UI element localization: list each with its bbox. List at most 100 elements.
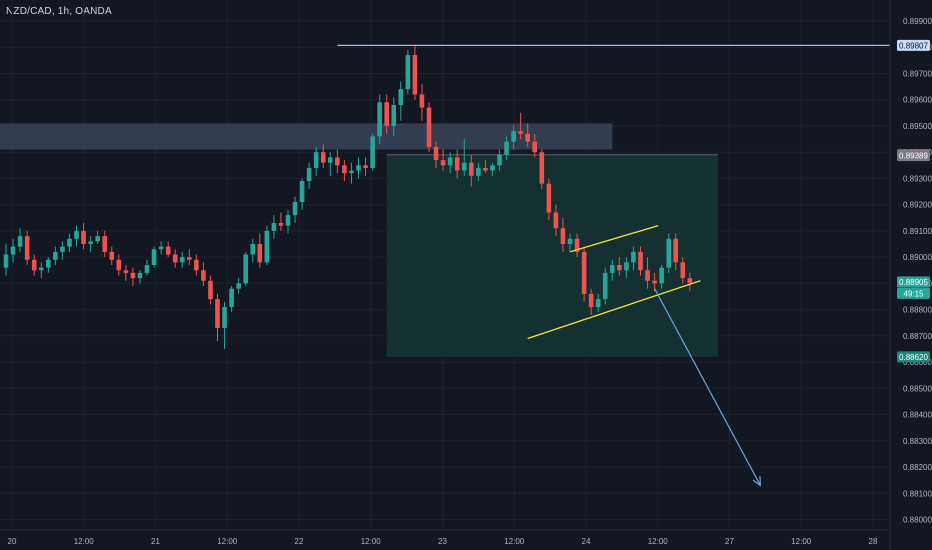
- candle-body: [560, 228, 566, 245]
- price-badge-label: 0.89807: [899, 41, 928, 50]
- symbol-title: NZD/CAD, 1h, OANDA: [6, 6, 112, 17]
- candle-body: [652, 280, 657, 284]
- x-tick-label: 12:00: [361, 537, 382, 546]
- candle-body: [130, 272, 136, 279]
- candle-body: [285, 215, 291, 226]
- y-tick-label: 0.88200: [903, 463, 932, 472]
- candle-body: [490, 165, 495, 171]
- projection-arrow-line: [654, 288, 761, 486]
- candle-body: [123, 270, 129, 273]
- y-tick-label: 0.88100: [903, 489, 932, 498]
- candle-body: [574, 238, 580, 252]
- candle-body: [638, 251, 643, 271]
- candle-body: [659, 267, 664, 284]
- candle-body: [624, 262, 629, 271]
- candle-body: [10, 246, 16, 255]
- candle-body: [102, 236, 107, 252]
- candle-body: [687, 278, 693, 284]
- price-badge-label: 0.88620: [899, 353, 928, 362]
- candle-body: [511, 131, 516, 142]
- candle-body: [306, 167, 312, 182]
- candle-body: [17, 236, 23, 247]
- candle-body: [271, 223, 277, 231]
- candle-body: [328, 157, 333, 163]
- y-tick-label: 0.89500: [903, 122, 932, 131]
- x-tick-label: 20: [8, 537, 17, 546]
- candle-body: [342, 165, 347, 174]
- candle-body: [187, 257, 192, 260]
- y-tick-label: 0.88000: [903, 516, 932, 525]
- candle-body: [264, 230, 270, 263]
- candle-body: [617, 265, 622, 271]
- candle-body: [250, 244, 256, 255]
- price-badge-last: [897, 276, 930, 288]
- annotation-layer: [0, 123, 719, 357]
- candle-body: [243, 254, 248, 284]
- x-tick-label: 12:00: [648, 537, 669, 546]
- candle-body: [419, 94, 425, 108]
- candle-body: [236, 283, 241, 289]
- candle-body: [222, 306, 227, 328]
- y-tick-label: 0.89200: [903, 201, 932, 210]
- candle-body: [567, 238, 573, 245]
- candle-body: [137, 272, 143, 279]
- y-tick-label: 0.88700: [903, 332, 932, 341]
- y-tick-label: 0.89100: [903, 227, 932, 236]
- price-badge-label: 0.88905: [899, 278, 928, 287]
- x-tick-label: 27: [725, 537, 734, 546]
- candle-body: [109, 251, 115, 260]
- overlay-annotations: [337, 44, 890, 487]
- y-tick-label: 0.89600: [903, 96, 932, 105]
- candle-body: [391, 104, 397, 126]
- candle-body: [320, 152, 326, 163]
- candle-body: [88, 241, 93, 245]
- candle-body: [610, 265, 615, 273]
- candle-body: [313, 152, 319, 168]
- candle-body: [278, 223, 284, 226]
- candle-body: [208, 280, 213, 300]
- y-tick-label: 0.89900: [903, 17, 932, 26]
- candle-body: [405, 55, 411, 90]
- candle-body: [356, 165, 361, 171]
- candle-body: [426, 107, 432, 147]
- candle-body: [67, 238, 72, 247]
- candle-body: [581, 251, 587, 294]
- y-tick-label: 0.89700: [903, 69, 932, 78]
- price-badge-target: [897, 351, 930, 363]
- x-tick-label: 12:00: [504, 537, 525, 546]
- supply-zone: [0, 123, 613, 150]
- candle-body: [532, 141, 538, 153]
- x-tick-label: 23: [438, 537, 447, 546]
- candle-body: [53, 251, 58, 260]
- candle-body: [553, 212, 559, 229]
- price-badge-label: 0.89389: [899, 152, 928, 161]
- candle-body: [377, 102, 382, 137]
- candle-body: [179, 257, 185, 263]
- candle-body: [645, 270, 650, 281]
- candle-body: [398, 89, 404, 105]
- candle-body: [31, 259, 37, 271]
- candle-body: [680, 262, 686, 279]
- candle-body: [24, 236, 30, 260]
- candle-body: [363, 165, 368, 168]
- candle-body: [539, 152, 545, 184]
- y-tick-label: 0.88800: [903, 306, 932, 315]
- candle-body: [588, 293, 594, 307]
- x-tick-label: 12:00: [74, 537, 95, 546]
- candle-body: [461, 162, 467, 171]
- x-tick-label: 22: [295, 537, 304, 546]
- candle-body: [518, 131, 523, 134]
- candle-body: [447, 157, 453, 166]
- x-tick-label: 21: [151, 537, 160, 546]
- candle-body: [151, 249, 157, 265]
- candle-body: [483, 167, 488, 171]
- candle-body: [144, 265, 150, 273]
- candle-body: [194, 259, 199, 271]
- candle-body: [335, 157, 340, 166]
- candle-body: [74, 230, 79, 239]
- candle-body: [349, 170, 354, 174]
- candle-body: [370, 136, 375, 168]
- y-tick-label: 0.88500: [903, 384, 932, 393]
- candle-body: [229, 288, 234, 307]
